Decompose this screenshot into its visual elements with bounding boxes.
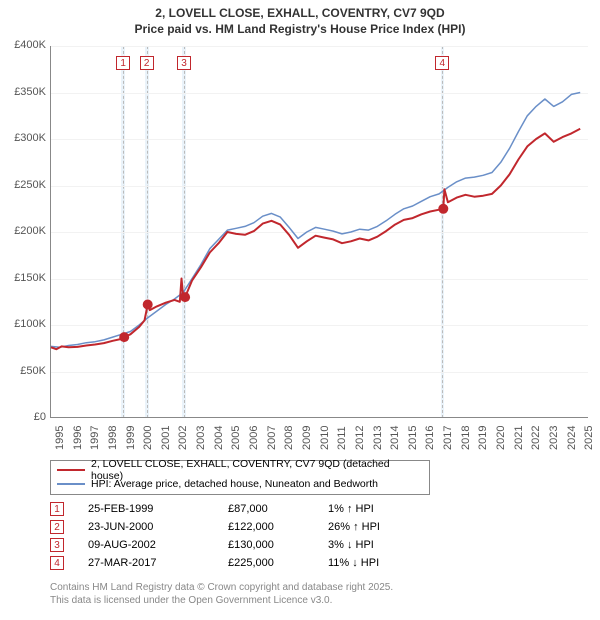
y-tick-label: £250K xyxy=(0,179,46,191)
chart-title-block: 2, LOVELL CLOSE, EXHALL, COVENTRY, CV7 9… xyxy=(0,0,600,37)
marker-table-row: 1 25-FEB-1999£87,0001% ↑ HPI xyxy=(50,500,448,518)
marker-table-row: 3 09-AUG-2002£130,0003% ↓ HPI xyxy=(50,536,448,554)
y-tick-label: £100K xyxy=(0,318,46,330)
marker-pct: 1% ↑ HPI xyxy=(328,503,448,515)
marker-date: 23-JUN-2000 xyxy=(88,521,228,533)
x-tick-label: 2016 xyxy=(424,426,436,450)
x-tick-label: 1998 xyxy=(107,426,119,450)
x-tick-label: 2021 xyxy=(513,426,525,450)
x-tick-label: 2013 xyxy=(372,426,384,450)
marker-pct: 26% ↑ HPI xyxy=(328,521,448,533)
marker-price: £87,000 xyxy=(228,503,328,515)
legend-row-hpi: HPI: Average price, detached house, Nune… xyxy=(57,477,423,491)
chart-plot-area xyxy=(50,46,588,418)
y-tick-label: £200K xyxy=(0,225,46,237)
marker-num-box: 4 xyxy=(50,556,64,570)
x-tick-label: 2025 xyxy=(583,426,595,450)
chart-title-line1: 2, LOVELL CLOSE, EXHALL, COVENTRY, CV7 9… xyxy=(0,6,600,22)
x-tick-label: 1999 xyxy=(125,426,137,450)
x-tick-label: 2022 xyxy=(530,426,542,450)
marker-pct: 11% ↓ HPI xyxy=(328,557,448,569)
chart-title-line2: Price paid vs. HM Land Registry's House … xyxy=(0,22,600,38)
footer-line2: This data is licensed under the Open Gov… xyxy=(50,595,332,606)
footer-line1: Contains HM Land Registry data © Crown c… xyxy=(50,582,393,593)
overlay-marker-4: 4 xyxy=(435,56,449,70)
x-tick-label: 2011 xyxy=(336,426,348,450)
legend-row-price-paid: 2, LOVELL CLOSE, EXHALL, COVENTRY, CV7 9… xyxy=(57,463,423,477)
y-tick-label: £400K xyxy=(0,39,46,51)
marker-table-row: 4 27-MAR-2017£225,00011% ↓ HPI xyxy=(50,554,448,572)
marker-pct: 3% ↓ HPI xyxy=(328,539,448,551)
marker-table-row: 2 23-JUN-2000£122,00026% ↑ HPI xyxy=(50,518,448,536)
x-tick-label: 2001 xyxy=(160,426,172,450)
legend: 2, LOVELL CLOSE, EXHALL, COVENTRY, CV7 9… xyxy=(50,460,430,495)
price-marker-dot xyxy=(180,292,190,302)
price-marker-dot xyxy=(143,300,153,310)
legend-swatch-price-paid xyxy=(57,469,85,471)
marker-num-box: 2 xyxy=(50,520,64,534)
y-tick-label: £0 xyxy=(0,411,46,423)
marker-date: 25-FEB-1999 xyxy=(88,503,228,515)
overlay-marker-1: 1 xyxy=(116,56,130,70)
price-marker-dot xyxy=(119,332,129,342)
x-tick-label: 1995 xyxy=(54,426,66,450)
x-tick-label: 2014 xyxy=(389,426,401,450)
legend-label-hpi: HPI: Average price, detached house, Nune… xyxy=(91,478,378,490)
x-tick-label: 2019 xyxy=(477,426,489,450)
x-tick-label: 2010 xyxy=(319,426,331,450)
x-tick-label: 2015 xyxy=(407,426,419,450)
marker-price: £225,000 xyxy=(228,557,328,569)
marker-table: 125-FEB-1999£87,0001% ↑ HPI223-JUN-2000£… xyxy=(50,500,448,572)
overlay-marker-2: 2 xyxy=(140,56,154,70)
marker-date: 09-AUG-2002 xyxy=(88,539,228,551)
marker-num-box: 1 xyxy=(50,502,64,516)
marker-date: 27-MAR-2017 xyxy=(88,557,228,569)
price-marker-dot xyxy=(438,204,448,214)
x-tick-label: 2007 xyxy=(266,426,278,450)
marker-num-box: 3 xyxy=(50,538,64,552)
overlay-marker-3: 3 xyxy=(177,56,191,70)
y-tick-label: £350K xyxy=(0,86,46,98)
x-tick-label: 2017 xyxy=(442,426,454,450)
x-tick-label: 2004 xyxy=(213,426,225,450)
x-tick-label: 2008 xyxy=(283,426,295,450)
x-tick-label: 2020 xyxy=(495,426,507,450)
marker-price: £122,000 xyxy=(228,521,328,533)
x-tick-label: 2003 xyxy=(195,426,207,450)
x-tick-label: 2005 xyxy=(230,426,242,450)
x-tick-label: 2000 xyxy=(142,426,154,450)
series-hpi xyxy=(51,93,580,348)
x-tick-label: 2006 xyxy=(248,426,260,450)
x-tick-label: 2012 xyxy=(354,426,366,450)
x-tick-label: 2018 xyxy=(460,426,472,450)
x-tick-label: 2023 xyxy=(548,426,560,450)
x-tick-label: 1997 xyxy=(89,426,101,450)
y-tick-label: £300K xyxy=(0,132,46,144)
y-tick-label: £150K xyxy=(0,272,46,284)
marker-price: £130,000 xyxy=(228,539,328,551)
x-tick-label: 2024 xyxy=(566,426,578,450)
x-tick-label: 2009 xyxy=(301,426,313,450)
x-tick-label: 1996 xyxy=(72,426,84,450)
chart-svg xyxy=(51,46,589,418)
y-tick-label: £50K xyxy=(0,365,46,377)
x-tick-label: 2002 xyxy=(177,426,189,450)
legend-swatch-hpi xyxy=(57,483,85,485)
